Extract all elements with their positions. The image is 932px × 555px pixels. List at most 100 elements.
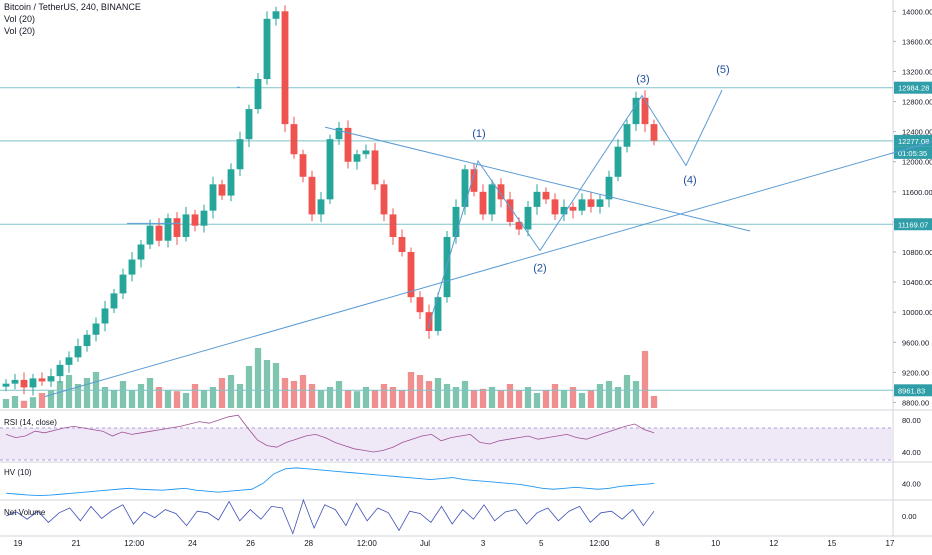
volume-bar — [380, 384, 388, 408]
volume-bar — [452, 387, 460, 408]
candle-body — [524, 206, 532, 230]
candle-body — [434, 297, 442, 332]
candle-body — [83, 334, 91, 347]
x-tick-label: 3 — [481, 539, 486, 548]
candle-body — [578, 199, 586, 211]
level-price-tag — [894, 218, 932, 231]
y-tick-label: 9200.00 — [902, 368, 929, 377]
x-tick-label: 5 — [539, 539, 544, 548]
symbol-title: Bitcoin / TetherUS, 240, BINANCE — [4, 2, 141, 12]
candle-body — [587, 199, 595, 207]
volume-bar — [542, 390, 550, 408]
volume-bar — [479, 388, 487, 408]
candle-body — [425, 312, 433, 332]
wave-label: (1) — [472, 128, 485, 140]
x-tick-label: 12:00 — [589, 539, 610, 548]
hv-pane-label: HV (10) — [4, 468, 32, 477]
volume-bar — [263, 360, 271, 408]
descending-trendline — [324, 126, 751, 232]
candle-body — [533, 191, 541, 207]
y-tick-label: 9600.00 — [902, 338, 929, 347]
y-tick-label: 12000.00 — [902, 158, 932, 167]
x-tick-label: 19 — [14, 539, 23, 548]
rsi-band — [0, 428, 893, 460]
volume-bar — [128, 390, 136, 408]
volume-bar — [173, 391, 181, 408]
volume-bar — [506, 384, 514, 408]
volume-bar — [524, 387, 532, 408]
volume-bar — [200, 390, 208, 408]
candle-body — [56, 364, 64, 377]
volume-bar — [317, 390, 325, 408]
volume-bar — [272, 363, 280, 408]
candle-body — [326, 139, 334, 200]
candle-body — [281, 11, 289, 125]
x-tick-label: 10 — [711, 539, 720, 548]
candle-body — [101, 308, 109, 324]
volume-bar — [623, 375, 631, 408]
candle-body — [362, 150, 370, 155]
volume-bar — [488, 387, 496, 408]
volume-bar — [47, 390, 55, 408]
x-tick-label: 21 — [72, 539, 81, 548]
volume-bar — [227, 375, 235, 408]
volume-indicator-label: Vol (20) — [4, 14, 36, 24]
rsi-pane-label: RSI (14, close) — [4, 418, 57, 427]
level-price-label: 11169.07 — [898, 220, 928, 229]
volume-bar — [641, 351, 649, 408]
candle-body — [605, 176, 613, 200]
y-tick-label: 13200.00 — [902, 67, 932, 76]
wave-label: (3) — [636, 73, 649, 85]
volume-bar — [470, 390, 478, 408]
volume-bar — [362, 387, 370, 408]
volume-bar — [182, 393, 190, 408]
candle-body — [209, 184, 217, 211]
volume-bar — [290, 381, 298, 408]
candle-body — [506, 199, 514, 222]
volume-bar — [551, 384, 559, 408]
candle-body — [515, 221, 523, 230]
x-tick-label: 24 — [188, 539, 197, 548]
candle-body — [389, 214, 397, 237]
volume-bar — [371, 390, 379, 408]
candle-body — [119, 274, 127, 294]
volume-bar — [353, 391, 361, 408]
candle-body — [173, 218, 181, 237]
volume-bar — [434, 378, 442, 408]
candle-body — [371, 150, 379, 185]
candle-body — [137, 244, 145, 260]
candle-body — [74, 346, 82, 358]
volume-bar — [74, 384, 82, 408]
x-tick-label: 17 — [886, 539, 895, 548]
x-tick-label: 28 — [304, 539, 313, 548]
candle-body — [569, 206, 577, 211]
volume-bar — [2, 399, 10, 408]
candle-body — [290, 124, 298, 155]
wave-label: (5) — [716, 64, 729, 76]
candle-body — [65, 357, 73, 365]
hv-line — [5, 467, 655, 497]
candle-body — [2, 383, 10, 387]
candle-body — [650, 124, 658, 141]
x-tick-label: 12:00 — [357, 539, 378, 548]
candle-body — [470, 169, 478, 192]
candle-body — [254, 78, 262, 110]
volume-bar — [56, 381, 64, 408]
volume-bar — [605, 381, 613, 408]
candle-body — [632, 97, 640, 125]
candle-body — [497, 184, 505, 200]
volume-bar — [20, 400, 28, 408]
volume-bar — [137, 384, 145, 408]
wave-label: (2) — [533, 262, 546, 274]
y-tick-label: 11600.00 — [902, 188, 932, 197]
level-price-tag — [894, 134, 932, 147]
y-tick-label: 8800.00 — [902, 398, 929, 407]
rsi-tick-label: 40.00 — [902, 448, 921, 457]
candle-body — [443, 236, 451, 298]
volume-bar — [389, 387, 397, 408]
candle-body — [92, 323, 100, 335]
candle-body — [11, 379, 19, 384]
candle-body — [47, 376, 55, 382]
candle-body — [155, 225, 163, 241]
candle-body — [461, 169, 469, 207]
